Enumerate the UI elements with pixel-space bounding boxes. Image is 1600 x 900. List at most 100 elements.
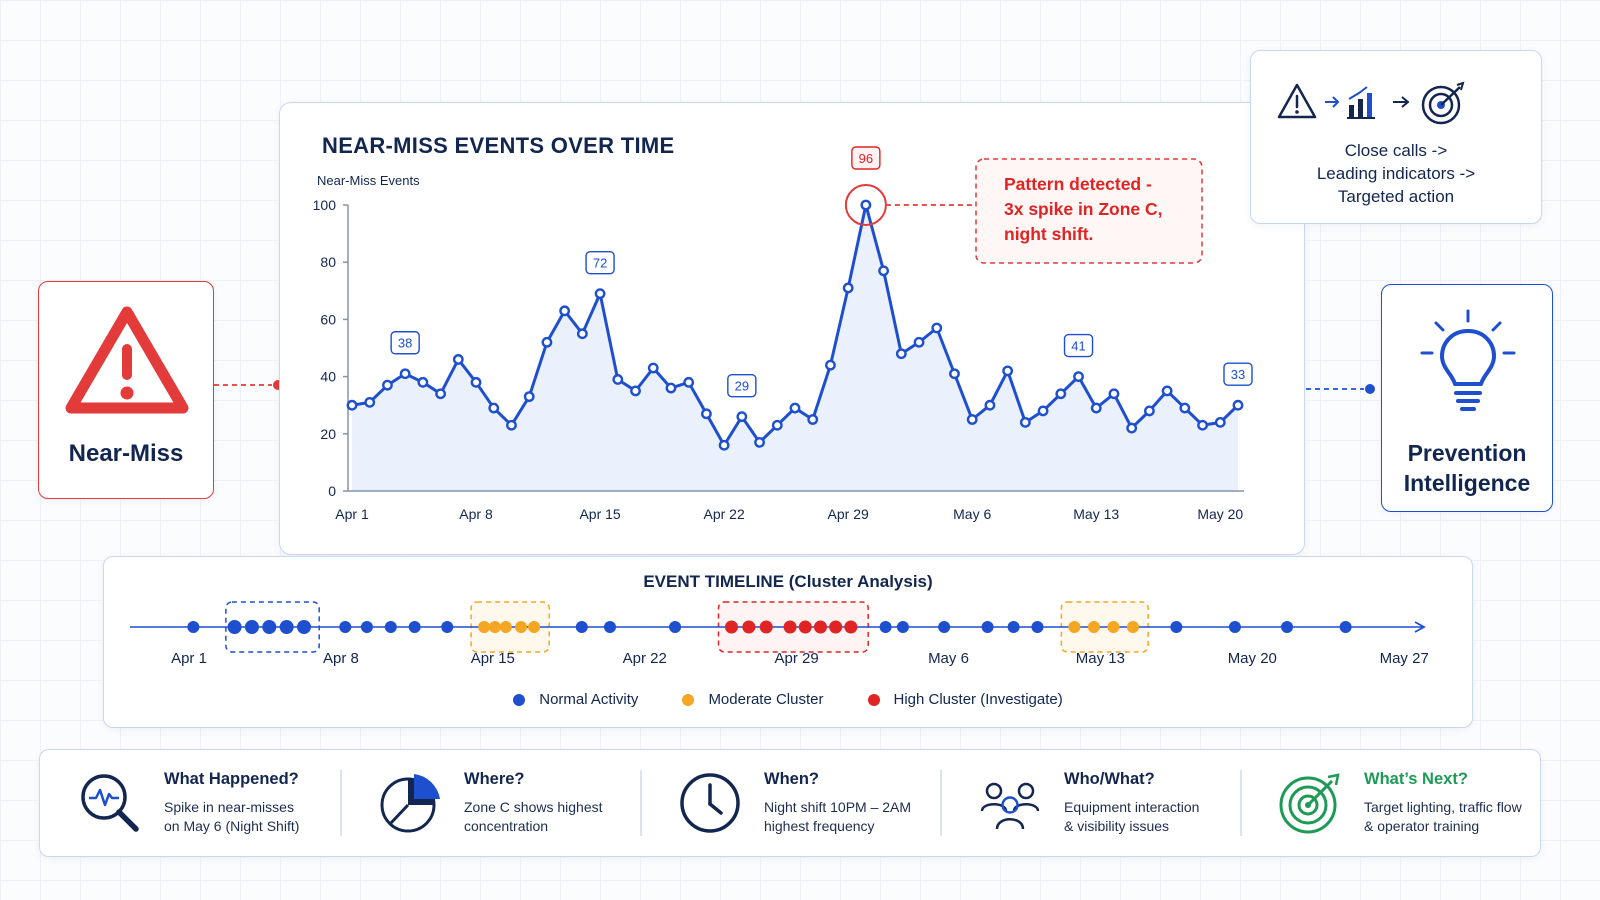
- timeline-event-dot: [938, 621, 951, 633]
- timeline-event-dot: [1087, 621, 1100, 633]
- data-point: [1179, 402, 1191, 414]
- timeline-date-label: Apr 29: [774, 650, 818, 667]
- legend-moderate-dot: [682, 693, 695, 706]
- data-point: [1037, 405, 1049, 417]
- chart-card: NEAR-MISS EVENTS OVER TIME Near-Miss Eve…: [279, 102, 1305, 555]
- value-badge: [851, 146, 881, 170]
- data-point: [470, 376, 482, 388]
- arrow-right-icon: [1325, 96, 1340, 108]
- data-point: [1214, 416, 1226, 428]
- data-point: [647, 362, 659, 374]
- value-label: 41: [1071, 339, 1085, 354]
- data-point: [1144, 405, 1155, 417]
- data-point: [417, 376, 429, 388]
- timeline-event-dot: [262, 620, 277, 634]
- y-tick-label: 40: [320, 369, 336, 385]
- timeline-date-label: May 6: [928, 650, 969, 667]
- data-point: [683, 376, 695, 388]
- target-arrow-icon: [1279, 773, 1340, 834]
- data-point: [718, 439, 730, 451]
- data-point: [452, 354, 464, 365]
- flow-line-2: Leading indicators ->: [1316, 164, 1476, 183]
- data-point: [913, 336, 925, 348]
- arrow-right-icon: [1393, 96, 1410, 108]
- x-tick-label: May 20: [1197, 506, 1243, 522]
- value-badge: [585, 250, 615, 275]
- timeline-event-dot: [742, 620, 756, 634]
- timeline-date-label: May 27: [1380, 650, 1429, 667]
- data-point: [1002, 365, 1014, 377]
- people-icon: [980, 782, 1040, 830]
- timeline-event-dot: [896, 621, 909, 633]
- warning-triangle-icon: [65, 306, 189, 414]
- data-point: [488, 402, 500, 414]
- timeline-event-dot: [759, 620, 773, 634]
- flow-line-3: Targeted action: [1337, 187, 1455, 206]
- timeline-event-dot: [783, 620, 797, 634]
- timeline-arrow-icon: [1414, 621, 1426, 633]
- data-point: [895, 348, 907, 360]
- info-where: Where? Zone C shows highest concentratio…: [340, 750, 640, 856]
- timeline-event-dot: [879, 621, 892, 633]
- x-tick-label: Apr 1: [335, 506, 369, 522]
- timeline-event-dot: [488, 621, 501, 633]
- data-point: [771, 419, 783, 431]
- chart-title: NEAR-MISS EVENTS OVER TIME: [322, 133, 675, 158]
- data-point: [754, 436, 765, 448]
- timeline-event-dot: [575, 621, 588, 633]
- info-who-what: Who/What? Equipment interaction & visibi…: [940, 750, 1240, 856]
- legend-high-label: High Cluster (Investigate): [893, 691, 1063, 708]
- value-badge: [390, 331, 420, 355]
- info-when: When? Night shift 10PM – 2AM highest fre…: [640, 750, 940, 856]
- data-point: [984, 399, 996, 411]
- legend-normal-label: Normal Activity: [539, 691, 639, 708]
- timeline-event-dot: [1339, 621, 1352, 633]
- data-point: [807, 414, 819, 425]
- data-point: [435, 388, 447, 400]
- timeline-event-dot: [844, 620, 858, 634]
- x-tick-label: Apr 8: [459, 506, 493, 522]
- data-point: [1161, 385, 1173, 397]
- data-point: [506, 419, 517, 431]
- timeline-event-dot: [499, 621, 512, 633]
- data-point: [541, 336, 553, 348]
- data-point: [860, 199, 872, 211]
- data-point: [346, 399, 358, 411]
- timeline-event-dot: [441, 621, 454, 633]
- data-point: [1197, 419, 1208, 431]
- y-tick-label: 80: [320, 254, 336, 270]
- y-tick-label: 60: [320, 311, 336, 327]
- timeline-event-dot: [297, 620, 312, 634]
- lightbulb-icon: [1420, 309, 1516, 411]
- legend-high-dot: [867, 693, 880, 706]
- target-icon: [1421, 81, 1465, 125]
- timeline-event-dot: [244, 620, 259, 634]
- legend-moderate-label: Moderate Cluster: [708, 691, 824, 708]
- data-point: [665, 382, 677, 394]
- prevention-label-line-2: Intelligence: [1403, 470, 1531, 496]
- timeline-event-dot: [1068, 621, 1081, 633]
- near-miss-card: Near-Miss: [38, 281, 214, 499]
- timeline-event-dot: [1031, 621, 1044, 633]
- legend-moderate: Moderate Cluster: [682, 691, 824, 708]
- prevention-card: Prevention Intelligence: [1381, 284, 1553, 512]
- info-text: Night shift 10PM – 2AM highest frequency: [764, 799, 912, 834]
- data-point: [1019, 416, 1031, 428]
- timeline-event-dot: [1126, 621, 1139, 633]
- warning-triangle-icon: [1277, 83, 1317, 119]
- timeline-event-dot: [1007, 621, 1020, 633]
- timeline-legend: Normal Activity Moderate Cluster High Cl…: [104, 691, 1472, 708]
- legend-normal: Normal Activity: [513, 691, 638, 708]
- data-point: [842, 282, 854, 294]
- info-title: Where?: [464, 770, 525, 788]
- prevention-connector-dot: [1365, 384, 1375, 394]
- pie-chart-icon: [380, 774, 440, 833]
- data-point: [630, 385, 641, 397]
- timeline-date-label: Apr 8: [323, 650, 359, 667]
- data-point: [949, 368, 960, 380]
- data-point: [1090, 402, 1102, 414]
- data-point: [1126, 422, 1138, 434]
- info-title: What Happened?: [164, 770, 299, 788]
- value-label: 29: [735, 379, 749, 394]
- timeline-event-dot: [1281, 621, 1294, 633]
